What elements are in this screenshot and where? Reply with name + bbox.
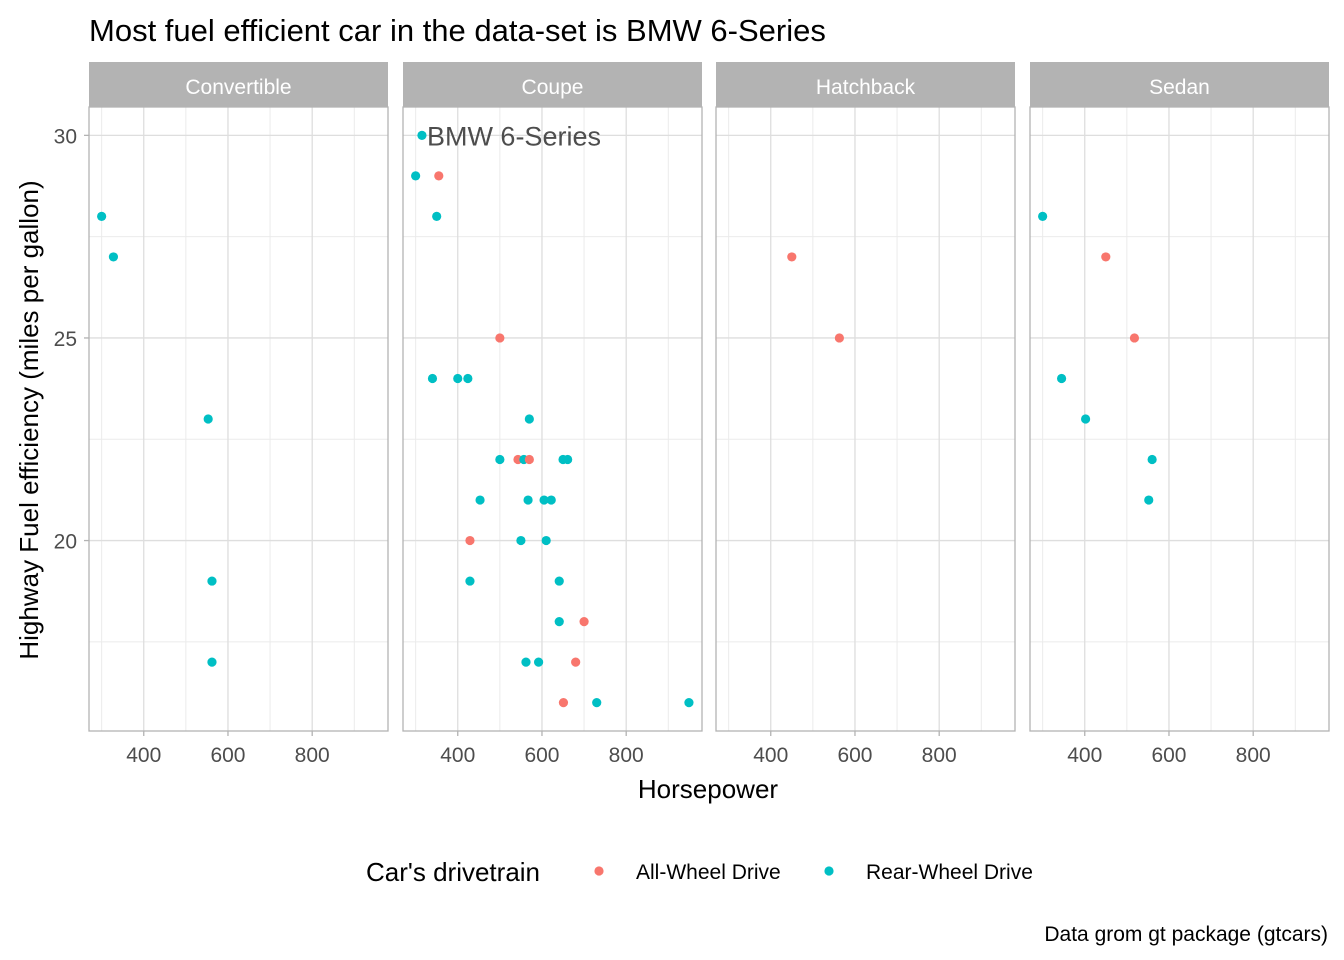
chart-title: Most fuel efficient car in the data-set … <box>89 13 826 48</box>
data-point-rwd <box>207 657 217 667</box>
data-point-awd <box>1101 252 1111 262</box>
data-point-rwd <box>1080 414 1091 424</box>
panel-border <box>402 106 703 732</box>
data-point-rwd <box>539 495 549 505</box>
x-tick-label: 800 <box>922 744 957 767</box>
data-point-awd <box>524 454 534 465</box>
legend-label: Rear-Wheel Drive <box>866 861 1033 884</box>
data-point-rwd <box>1038 211 1048 222</box>
caption: Data grom gt package (gtcars) <box>1044 923 1328 946</box>
x-tick-label: 600 <box>524 744 559 767</box>
legend-key <box>824 866 834 876</box>
data-point-awd <box>434 171 444 181</box>
legend-entry-awd: All-Wheel Drive <box>594 861 781 884</box>
data-point-rwd <box>432 211 442 222</box>
data-point-rwd <box>463 373 473 384</box>
data-point-rwd <box>417 130 427 140</box>
data-point-rwd <box>534 657 544 667</box>
point-annotation: BMW 6-Series <box>427 121 601 151</box>
y-tick-label: 25 <box>54 328 77 351</box>
x-tick-label: 600 <box>1151 744 1186 767</box>
data-point-rwd <box>524 414 534 424</box>
panel-border <box>88 106 389 732</box>
data-point-rwd <box>546 495 556 505</box>
facet-strip <box>1030 62 1329 107</box>
data-point-rwd <box>465 576 475 586</box>
data-point-rwd <box>684 698 694 708</box>
data-point-rwd <box>495 454 505 465</box>
data-point-awd <box>579 616 589 627</box>
data-point-rwd <box>563 454 573 465</box>
x-tick-label: 400 <box>1067 744 1102 767</box>
facet-strip-label: Coupe <box>522 76 584 99</box>
data-point-rwd <box>521 657 531 667</box>
data-point-rwd <box>453 373 463 384</box>
facet-strip-label: Convertible <box>185 76 291 99</box>
data-point-rwd <box>1056 373 1067 384</box>
legend-entry-rwd: Rear-Wheel Drive <box>824 861 1033 884</box>
legend-title: Car's drivetrain <box>366 857 540 887</box>
legend: Car's drivetrain All-Wheel Drive Rear-Whe… <box>366 857 1033 887</box>
data-point-rwd <box>554 576 564 586</box>
x-tick-label: 800 <box>609 744 644 767</box>
data-point-rwd <box>475 495 485 505</box>
panel-border <box>1029 106 1330 732</box>
y-axis-title: Highway Fuel efficiency (miles per gallo… <box>14 180 44 659</box>
facet-panel-sedan: Sedan 400 600 800 <box>1029 62 1330 767</box>
x-tick-label: 400 <box>126 744 161 767</box>
panel-border <box>715 106 1016 732</box>
data-point-awd <box>465 535 475 546</box>
facet-panel-convertible: Convertible 400 600 800 20 25 30 <box>54 62 389 767</box>
data-point-awd <box>834 333 844 343</box>
panel-background <box>716 107 1015 731</box>
data-point-rwd <box>207 576 217 586</box>
x-tick-label: 800 <box>295 744 330 767</box>
data-point-rwd <box>516 535 526 546</box>
y-tick-label: 20 <box>54 531 77 554</box>
data-point-rwd <box>554 616 564 627</box>
data-point-awd <box>1129 333 1140 343</box>
facet-strip <box>89 62 388 107</box>
data-point-rwd <box>1144 495 1154 505</box>
panel-background <box>89 107 388 731</box>
facet-panel-hatchback: Hatchback 400 600 800 <box>715 62 1016 767</box>
facet-strip <box>716 62 1015 107</box>
x-tick-label: 600 <box>210 744 245 767</box>
data-point-rwd <box>541 535 551 546</box>
panel-background <box>403 107 702 731</box>
legend-label: All-Wheel Drive <box>636 861 781 884</box>
facet-strip-label: Hatchback <box>816 76 916 99</box>
facet-panels: Convertible 400 600 800 20 25 30 Coupe 400 600 800… <box>54 62 1330 767</box>
legend-key <box>594 866 604 876</box>
facet-strip <box>403 62 702 107</box>
panel-background <box>1030 107 1329 731</box>
x-tick-label: 400 <box>753 744 788 767</box>
x-axis-title: Horsepower <box>638 774 779 804</box>
facet-strip-label: Sedan <box>1149 76 1210 99</box>
x-tick-label: 400 <box>440 744 475 767</box>
legend-entries: All-Wheel Drive Rear-Wheel Drive <box>594 861 1033 884</box>
data-point-awd <box>558 698 569 708</box>
data-point-awd <box>495 333 505 343</box>
data-point-awd <box>571 657 581 667</box>
data-point-rwd <box>108 252 119 262</box>
data-point-rwd <box>203 414 213 424</box>
facet-panel-coupe: Coupe 400 600 800 BMW 6-Series <box>402 62 703 767</box>
data-point-rwd <box>523 495 533 505</box>
data-point-awd <box>787 252 797 262</box>
y-tick-label: 30 <box>54 125 77 148</box>
data-point-rwd <box>592 698 602 708</box>
x-tick-label: 600 <box>837 744 872 767</box>
data-point-rwd <box>411 171 421 181</box>
data-point-rwd <box>97 211 107 222</box>
data-point-rwd <box>427 373 438 384</box>
data-point-rwd <box>1147 454 1157 465</box>
x-tick-label: 800 <box>1236 744 1271 767</box>
